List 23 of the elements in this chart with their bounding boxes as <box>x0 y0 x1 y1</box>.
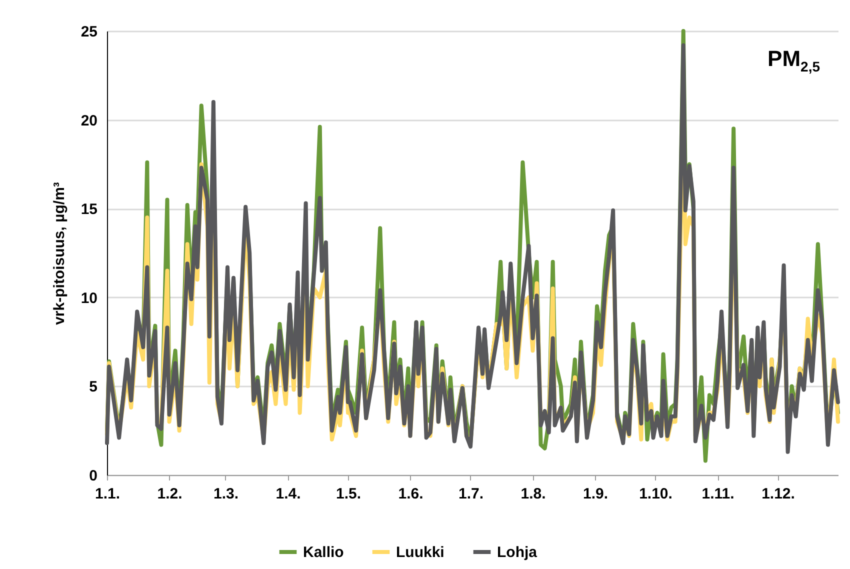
x-tick-label: 1.11. <box>702 486 734 502</box>
y-tick-label: 5 <box>89 378 98 396</box>
y-axis-title: vrk-pitoisuus, µg/m³ <box>50 182 68 325</box>
x-tick-label: 1.7. <box>458 486 484 502</box>
x-tick-label: 1.6. <box>398 486 424 502</box>
x-tick-label: 1.9. <box>582 486 608 502</box>
y-tick-label: 25 <box>80 24 98 40</box>
x-tick-label: 1.5. <box>336 486 362 502</box>
x-tick-label: 1.10. <box>639 486 672 502</box>
x-tick-label: 1.4. <box>276 486 301 502</box>
y-tick-label: 15 <box>80 201 98 218</box>
legend-label: Luukki <box>396 544 444 561</box>
legend-label: Kallio <box>303 544 344 561</box>
annotation: PM$_{2,5}$ <box>768 46 820 74</box>
y-tick-label: 20 <box>80 112 98 130</box>
x-tick-label: 1.1. <box>94 486 120 502</box>
y-tick-label: 10 <box>80 290 98 307</box>
x-tick-label: 1.3. <box>213 486 238 502</box>
x-tick-label: 1.2. <box>157 486 182 502</box>
legend-label: Lohja <box>497 544 538 561</box>
y-tick-label: 0 <box>89 468 98 484</box>
x-tick-label: 1.8. <box>520 486 546 502</box>
x-tick-label: 1.12. <box>762 486 795 502</box>
